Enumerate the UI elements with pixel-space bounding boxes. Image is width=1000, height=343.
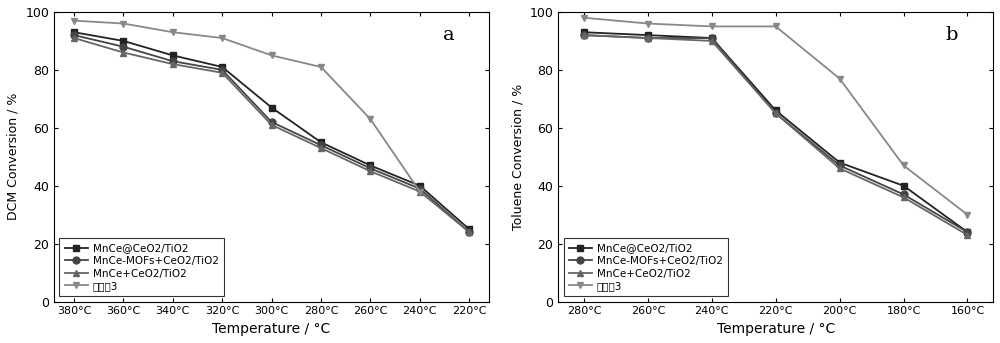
实施卹3: [216, 36, 228, 40]
实施卹3: [770, 24, 782, 28]
MnCe@CeO2/TiO2: [315, 140, 327, 144]
MnCe@CeO2/TiO2: [117, 39, 129, 43]
MnCe-MOFs+CeO2/TiO2: [642, 36, 654, 40]
MnCe+CeO2/TiO2: [167, 62, 179, 66]
MnCe@CeO2/TiO2: [898, 184, 910, 188]
MnCe@CeO2/TiO2: [167, 54, 179, 58]
MnCe-MOFs+CeO2/TiO2: [364, 166, 376, 170]
MnCe@CeO2/TiO2: [642, 33, 654, 37]
MnCe-MOFs+CeO2/TiO2: [578, 33, 590, 37]
Line: MnCe@CeO2/TiO2: MnCe@CeO2/TiO2: [580, 29, 971, 236]
Y-axis label: Toluene Conversion / %: Toluene Conversion / %: [511, 84, 524, 230]
MnCe-MOFs+CeO2/TiO2: [167, 59, 179, 63]
MnCe-MOFs+CeO2/TiO2: [706, 36, 718, 40]
MnCe+CeO2/TiO2: [834, 166, 846, 170]
实施卹3: [167, 30, 179, 34]
Legend: MnCe@CeO2/TiO2, MnCe-MOFs+CeO2/TiO2, MnCe+CeO2/TiO2, 实施卹3: MnCe@CeO2/TiO2, MnCe-MOFs+CeO2/TiO2, MnC…: [59, 238, 224, 296]
MnCe@CeO2/TiO2: [770, 108, 782, 113]
Line: MnCe-MOFs+CeO2/TiO2: MnCe-MOFs+CeO2/TiO2: [580, 32, 971, 236]
MnCe@CeO2/TiO2: [834, 161, 846, 165]
MnCe-MOFs+CeO2/TiO2: [117, 45, 129, 49]
实施卹3: [578, 16, 590, 20]
MnCe@CeO2/TiO2: [414, 184, 426, 188]
MnCe-MOFs+CeO2/TiO2: [315, 143, 327, 147]
MnCe-MOFs+CeO2/TiO2: [266, 120, 278, 124]
Line: 实施卹3: 实施卹3: [71, 17, 423, 195]
MnCe-MOFs+CeO2/TiO2: [68, 33, 80, 37]
Line: MnCe+CeO2/TiO2: MnCe+CeO2/TiO2: [71, 35, 473, 236]
MnCe@CeO2/TiO2: [961, 230, 973, 234]
MnCe-MOFs+CeO2/TiO2: [898, 192, 910, 197]
MnCe@CeO2/TiO2: [266, 106, 278, 110]
MnCe+CeO2/TiO2: [216, 71, 228, 75]
Line: 实施卹3: 实施卹3: [580, 14, 971, 218]
实施卹3: [642, 22, 654, 26]
Text: a: a: [443, 26, 454, 45]
MnCe+CeO2/TiO2: [706, 39, 718, 43]
MnCe-MOFs+CeO2/TiO2: [414, 187, 426, 191]
实施卹3: [414, 189, 426, 193]
MnCe+CeO2/TiO2: [463, 230, 475, 234]
MnCe+CeO2/TiO2: [770, 111, 782, 115]
Text: b: b: [946, 26, 958, 45]
MnCe+CeO2/TiO2: [642, 36, 654, 40]
MnCe+CeO2/TiO2: [266, 123, 278, 127]
MnCe+CeO2/TiO2: [364, 169, 376, 173]
MnCe+CeO2/TiO2: [117, 50, 129, 55]
Line: MnCe-MOFs+CeO2/TiO2: MnCe-MOFs+CeO2/TiO2: [71, 32, 473, 236]
MnCe+CeO2/TiO2: [315, 146, 327, 150]
MnCe+CeO2/TiO2: [68, 36, 80, 40]
MnCe+CeO2/TiO2: [414, 189, 426, 193]
MnCe+CeO2/TiO2: [961, 233, 973, 237]
MnCe-MOFs+CeO2/TiO2: [834, 163, 846, 167]
实施卹3: [315, 65, 327, 69]
MnCe-MOFs+CeO2/TiO2: [770, 111, 782, 115]
Legend: MnCe@CeO2/TiO2, MnCe-MOFs+CeO2/TiO2, MnCe+CeO2/TiO2, 实施卹3: MnCe@CeO2/TiO2, MnCe-MOFs+CeO2/TiO2, MnC…: [564, 238, 728, 296]
MnCe-MOFs+CeO2/TiO2: [961, 230, 973, 234]
实施卹3: [961, 213, 973, 217]
实施卹3: [68, 19, 80, 23]
实施卹3: [117, 22, 129, 26]
MnCe@CeO2/TiO2: [68, 30, 80, 34]
Line: MnCe+CeO2/TiO2: MnCe+CeO2/TiO2: [580, 32, 971, 238]
MnCe-MOFs+CeO2/TiO2: [216, 68, 228, 72]
MnCe@CeO2/TiO2: [216, 65, 228, 69]
MnCe@CeO2/TiO2: [463, 227, 475, 231]
MnCe@CeO2/TiO2: [578, 30, 590, 34]
Y-axis label: DCM Conversion / %: DCM Conversion / %: [7, 93, 20, 221]
实施卹3: [834, 76, 846, 81]
实施卹3: [364, 117, 376, 121]
MnCe+CeO2/TiO2: [898, 195, 910, 199]
X-axis label: Temperature / °C: Temperature / °C: [717, 322, 835, 336]
MnCe+CeO2/TiO2: [578, 33, 590, 37]
实施卹3: [706, 24, 718, 28]
实施卹3: [898, 163, 910, 167]
MnCe@CeO2/TiO2: [706, 36, 718, 40]
Line: MnCe@CeO2/TiO2: MnCe@CeO2/TiO2: [71, 29, 473, 233]
X-axis label: Temperature / °C: Temperature / °C: [212, 322, 331, 336]
MnCe@CeO2/TiO2: [364, 163, 376, 167]
实施卹3: [266, 54, 278, 58]
MnCe-MOFs+CeO2/TiO2: [463, 230, 475, 234]
